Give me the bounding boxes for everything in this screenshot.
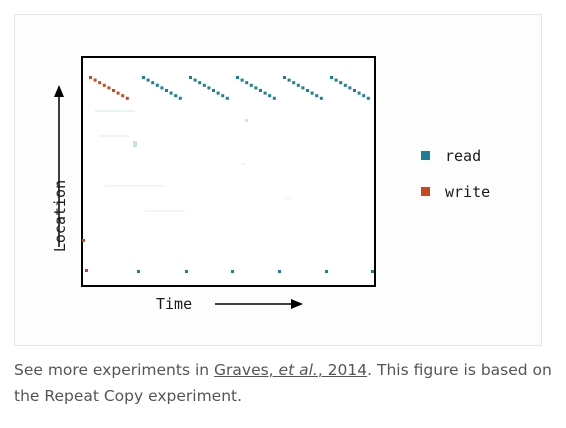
read-head-mark [231,270,234,273]
read-head-mark [169,91,173,95]
read-head-mark [254,86,258,90]
read-head-mark [278,270,281,273]
y-axis-label: Location [51,180,69,252]
figure-caption: See more experiments in Graves, et al., … [14,357,554,409]
write-head-mark [112,89,115,92]
write-head-mark [121,94,125,98]
read-head-mark [221,94,225,98]
read-head-mark [212,89,215,92]
read-head-mark [263,91,267,95]
read-head-mark [306,89,309,92]
read-head-mark [174,94,178,98]
read-head-mark [283,76,286,79]
write-head-mark [89,76,92,79]
faint-attention-noise [95,110,291,212]
figure-card: Location Time read write [14,14,542,346]
read-head-mark [160,86,164,90]
read-head-mark [310,91,314,95]
read-head-mark [301,86,305,90]
read-head-mark [353,89,356,92]
read-head-mark [249,83,253,87]
x-axis-arrow [215,299,303,309]
plot-frame [81,56,376,287]
read-head-mark [319,96,323,100]
read-head-mark [240,78,244,82]
read-head-mark [198,81,202,85]
caption-suffix: . This figure is based on the Repeat Cop… [14,361,552,405]
read-head-mark [185,270,188,273]
read-head-mark [315,94,319,98]
legend-read-swatch [421,151,430,160]
read-head-mark [292,81,296,85]
read-head-mark [236,76,239,79]
link-et-al: et al. [278,361,318,379]
read-head-mark [216,91,220,95]
graves-2014-link[interactable]: Graves, et al., 2014 [214,361,367,379]
write-head-mark [93,78,97,82]
legend-write-label: write [445,183,490,201]
read-head-mark [151,81,155,85]
link-author: Graves, [214,361,279,379]
read-head-mark [334,78,338,82]
read-head-mark [202,83,206,87]
read-head-mark [178,96,182,100]
read-head-mark [207,86,211,90]
read-head-mark [339,81,343,85]
read-head-mark [137,270,140,273]
read-head-mark [259,89,262,92]
write-head-mark [125,96,129,100]
legend: read write [421,147,490,201]
write-head-mark [102,83,106,87]
read-head-mark [366,96,370,100]
read-head-mark [245,81,249,85]
write-head-mark [116,91,120,95]
read-head-mark [348,86,352,90]
write-head-mark [98,81,102,85]
read-head-mark [225,96,229,100]
read-head-mark [142,76,145,79]
read-head-mark [371,270,374,273]
read-head-mark [189,76,192,79]
x-axis-label: Time [156,295,192,313]
read-head-mark [330,76,333,79]
read-head-mark [268,94,272,98]
read-head-mark [357,91,361,95]
read-head-mark [287,78,291,82]
memory-access-marks [82,76,374,273]
y-axis-arrow [54,85,64,247]
caption-prefix: See more experiments in [14,361,215,379]
read-head-mark [272,96,276,100]
read-head-mark [165,89,168,92]
legend-read-label: read [445,147,481,165]
read-head-mark [343,83,347,87]
read-head-mark [296,83,300,87]
read-head-mark [362,94,366,98]
legend-write-swatch [421,187,430,196]
link-year: , 2014 [317,361,368,379]
read-head-mark [146,78,150,82]
memory-access-figure: Location Time read write [51,56,490,313]
read-head-mark [155,83,159,87]
write-head-mark [82,239,85,242]
write-head-mark [85,269,88,272]
read-head-mark [193,78,197,82]
write-head-mark [107,86,111,90]
read-head-mark [325,270,328,273]
